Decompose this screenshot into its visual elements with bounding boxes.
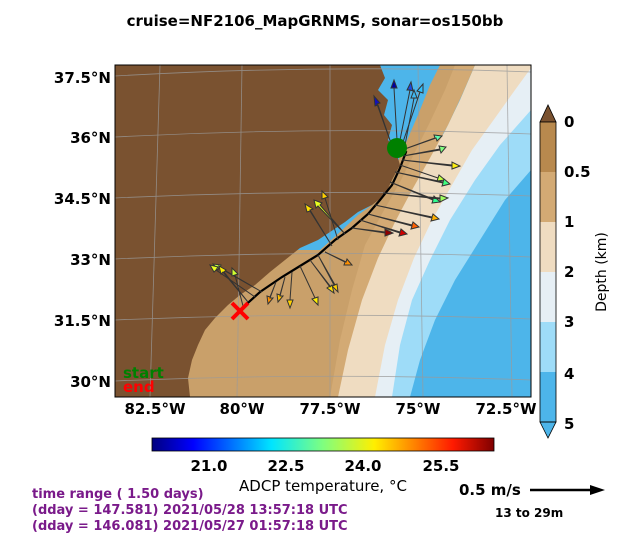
temp-tick-label: 24.0: [344, 457, 382, 475]
vector: [218, 264, 249, 303]
vector: [276, 276, 286, 304]
lat-tick-label: 33°N: [70, 251, 111, 269]
vector: [321, 189, 339, 241]
lat-tick-label: 30°N: [70, 373, 111, 391]
end-label: end: [123, 378, 155, 396]
lat-tick-label: 31.5°N: [53, 312, 111, 330]
vector: [401, 134, 444, 151]
start-marker: [387, 138, 407, 158]
vector: [394, 171, 452, 187]
vector: [351, 227, 395, 237]
vector: [367, 213, 421, 230]
time-range-label: time range ( 1.50 days): [32, 487, 204, 502]
scale-label: 0.5 m/s: [459, 481, 521, 499]
velocity-vectors: [208, 78, 462, 310]
vector: [390, 78, 398, 141]
vector: [402, 82, 424, 143]
temp-tick-label: 25.5: [422, 457, 460, 475]
end-marker: [230, 301, 250, 321]
depth-tick-label: 0.5: [564, 163, 591, 181]
depth-colorbar: [539, 104, 557, 439]
depth-tick-label: 5: [564, 415, 575, 433]
temp-tick-label: 21.0: [190, 457, 228, 475]
depth-band-2km: [332, 65, 531, 397]
vector: [309, 259, 335, 295]
vector: [313, 199, 346, 235]
depth-tick-label: 0: [564, 113, 575, 131]
vector: [399, 80, 414, 141]
lon-tick-label: 75°W: [395, 400, 441, 418]
temp-tick-label: 22.5: [267, 457, 305, 475]
start-label: start: [123, 364, 164, 382]
lat-tick-label: 37.5°N: [53, 69, 111, 87]
map-frame: [114, 64, 532, 398]
vector: [208, 264, 256, 298]
lat-tick-label: 34.5°N: [53, 190, 111, 208]
lon-tick-label: 77.5°W: [299, 400, 361, 418]
graticule: [115, 65, 531, 397]
vector: [404, 88, 418, 146]
end-dday-label: (dday = 147.581) 2021/05/28 13:57:18 UTC: [32, 503, 348, 518]
lon-tick-label: 82.5°W: [124, 400, 186, 418]
depth-colorbar-title: Depth (km): [594, 232, 610, 312]
vector: [299, 265, 319, 307]
vector: [286, 271, 294, 310]
depth-tick-label: 3: [564, 313, 575, 331]
plot-title: cruise=NF2106_MapGRNMS, sonar=os150bb: [126, 12, 504, 30]
vector: [373, 94, 393, 147]
lon-tick-label: 72.5°W: [475, 400, 537, 418]
temp-colorbar: [151, 437, 495, 452]
lat-tick-label: 36°N: [70, 129, 111, 147]
vector: [359, 219, 409, 237]
vector: [401, 159, 462, 170]
scale-depth-range: 13 to 29m: [495, 506, 564, 520]
temp-colorbar-title: ADCP temperature, °C: [239, 477, 407, 495]
depth-tick-label: 2: [564, 263, 575, 281]
start-dday-label: (dday = 146.081) 2021/05/27 01:57:18 UTC: [32, 519, 348, 534]
depth-tick-label: 1: [564, 213, 575, 231]
depth-tick-label: 4: [564, 365, 575, 383]
vector: [304, 202, 333, 247]
vector: [266, 281, 277, 306]
map-area: [115, 65, 531, 397]
scale-arrow: [530, 485, 605, 495]
vector: [374, 204, 441, 222]
vector: [324, 251, 354, 266]
lon-tick-label: 80°W: [219, 400, 265, 418]
vector: [317, 254, 339, 294]
vector: [402, 145, 447, 157]
vector: [231, 266, 244, 307]
vector: [382, 192, 450, 203]
land: [115, 65, 400, 397]
